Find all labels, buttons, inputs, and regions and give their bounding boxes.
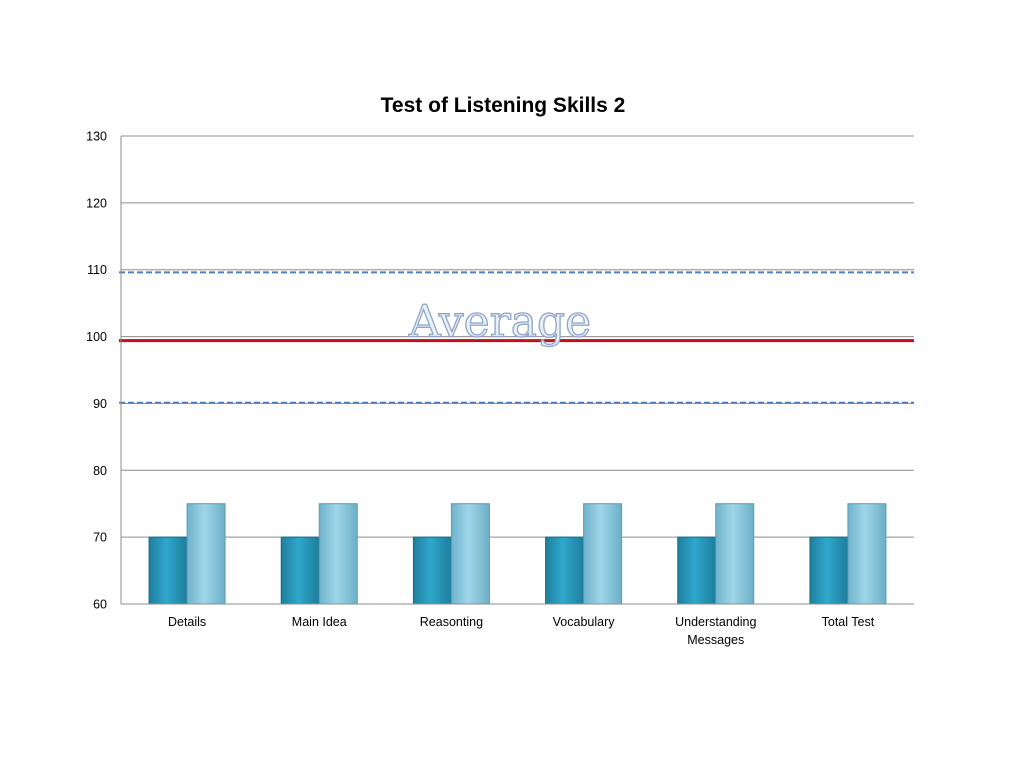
x-tick-label: Understanding Messages	[675, 615, 756, 647]
bar	[450, 503, 490, 605]
bar	[847, 503, 887, 605]
bar	[318, 503, 358, 605]
x-tick-label: Details	[168, 615, 206, 629]
y-tick-label: 120	[86, 196, 107, 210]
chart-title: Test of Listening Skills 2	[381, 94, 626, 117]
bar	[186, 503, 226, 605]
bar	[677, 536, 717, 605]
bar	[280, 536, 320, 605]
y-tick-label: 60	[93, 598, 107, 612]
y-tick-label: 110	[87, 263, 107, 277]
y-tick-label: 80	[93, 464, 107, 478]
annotations-layer: Average	[407, 296, 592, 348]
y-tick-label: 90	[93, 397, 107, 411]
x-tick-label: Vocabulary	[553, 615, 616, 629]
bar	[148, 536, 188, 605]
bar	[412, 536, 452, 605]
annotation-label: Average	[408, 297, 591, 348]
x-tick-label: Reasonting	[420, 615, 483, 629]
bar	[715, 503, 755, 605]
bar	[583, 503, 623, 605]
y-tick-label: 130	[86, 130, 107, 144]
y-tick-label: 70	[93, 531, 107, 545]
bar	[545, 536, 585, 605]
x-tick-label: Total Test	[822, 615, 875, 629]
axis-layer: 60 70 80 90 100 110 120 130 Details Main Idea Reas…	[86, 130, 914, 647]
bar	[809, 536, 849, 605]
y-tick-label: 100	[86, 330, 107, 344]
reference-lines-layer	[119, 271, 914, 404]
x-tick-label: Main Idea	[292, 615, 347, 629]
bars-layer	[148, 503, 887, 605]
